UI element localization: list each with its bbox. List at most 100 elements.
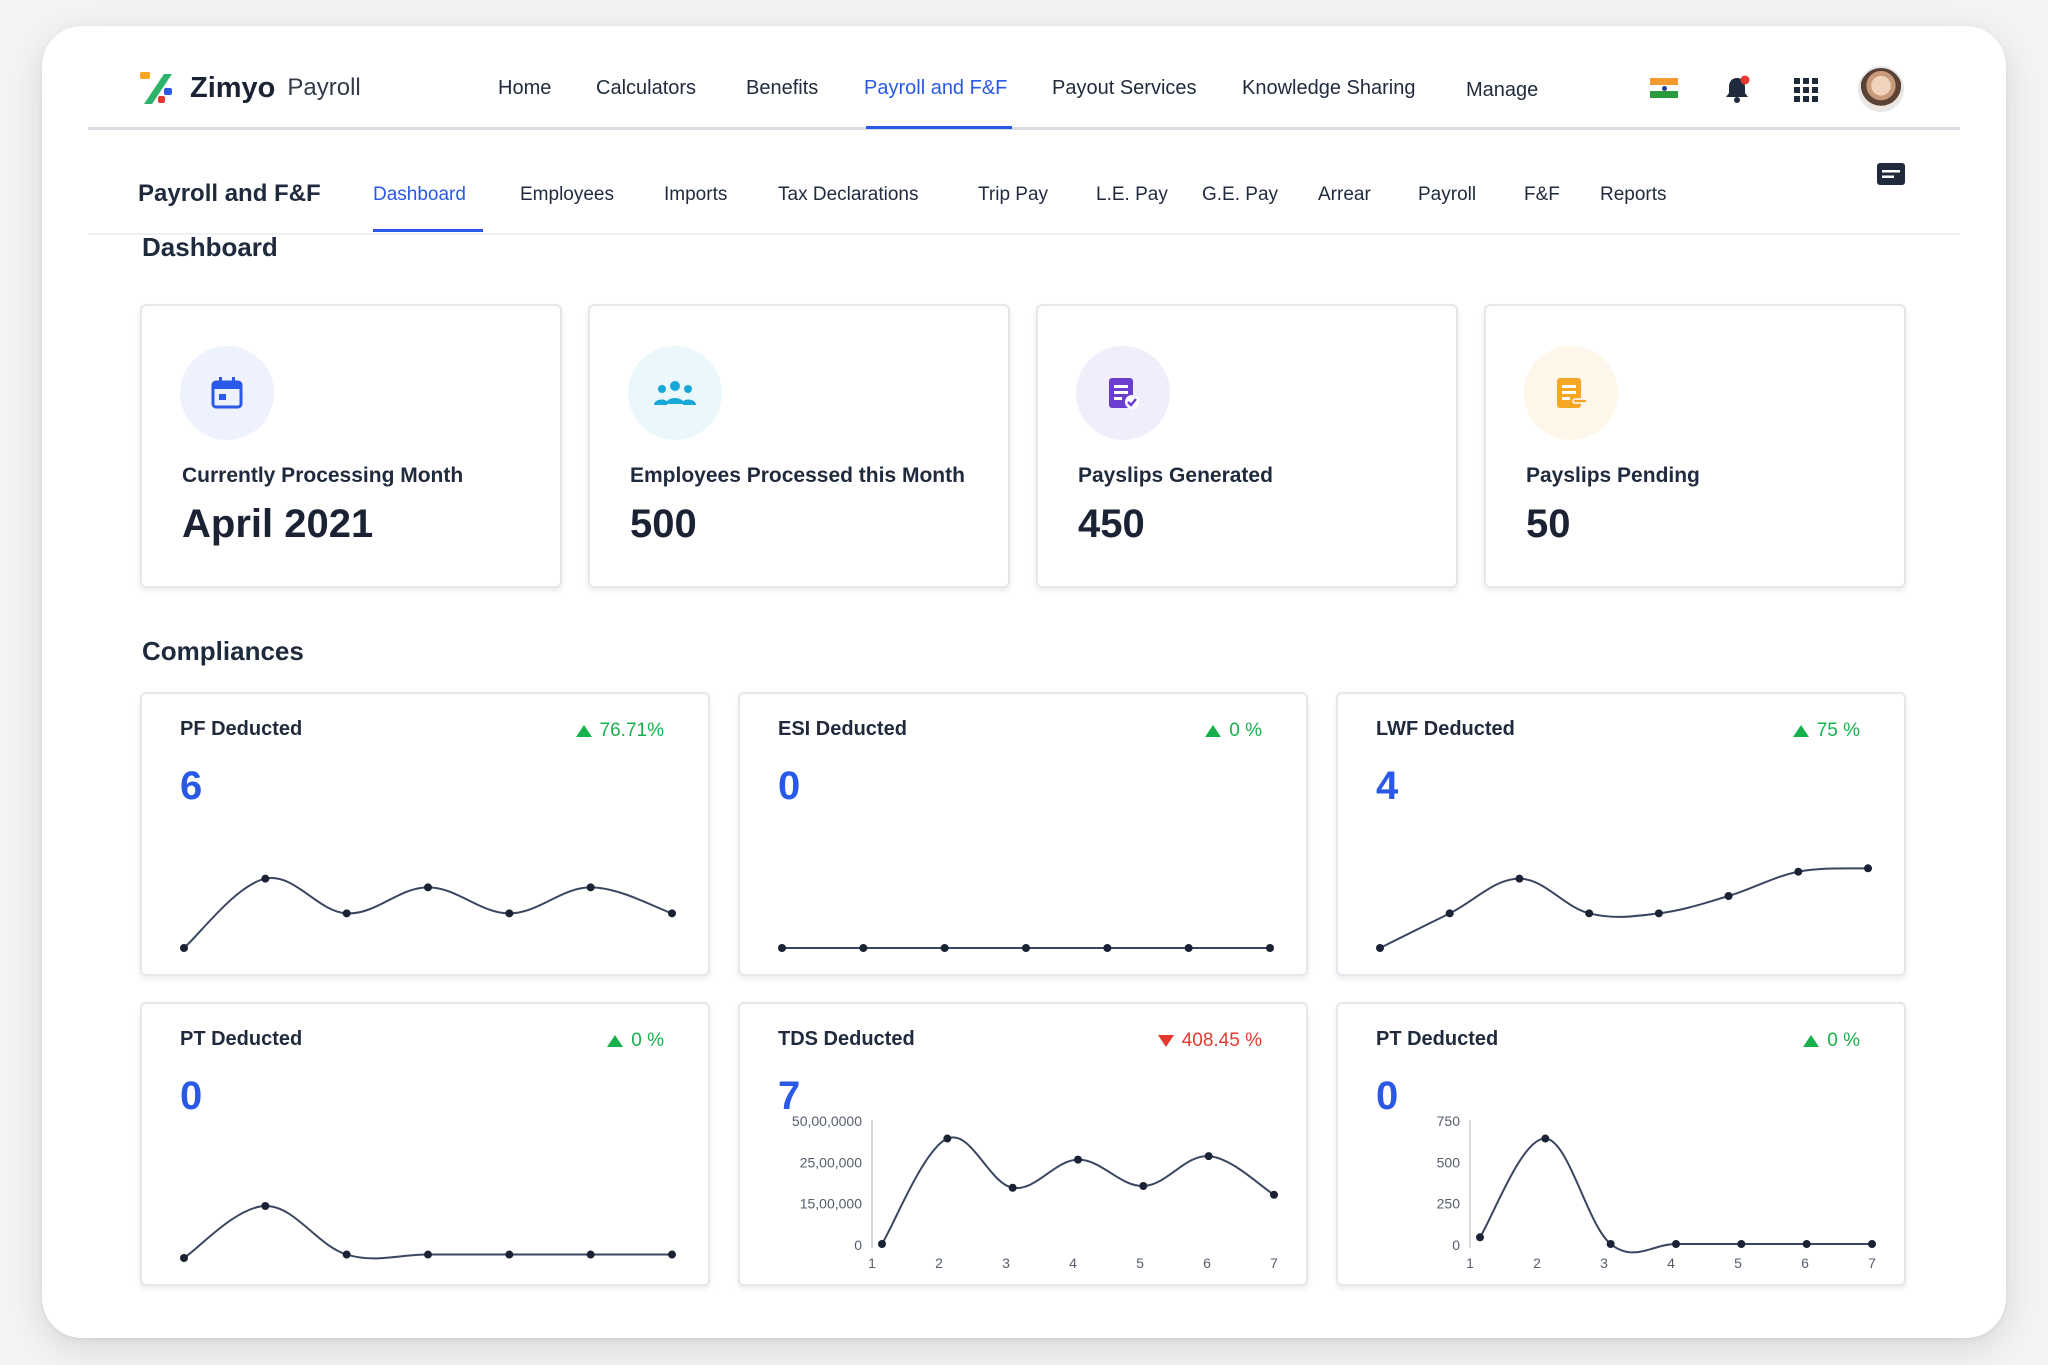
data-point xyxy=(505,1250,514,1259)
logo[interactable]: Zimyo Payroll xyxy=(138,66,361,110)
stat-value: 50 xyxy=(1526,502,1571,546)
tab-trip-pay[interactable]: Trip Pay xyxy=(978,184,1049,205)
sparkline-chart xyxy=(1376,864,1872,952)
series-line xyxy=(1379,867,1869,949)
compliance-value: 4 xyxy=(1376,764,1399,808)
data-point xyxy=(1476,1233,1484,1242)
sparkline-chart xyxy=(180,874,676,952)
x-tick-label: 7 xyxy=(1868,1255,1876,1271)
stat-card[interactable]: Payslips Generated 450 xyxy=(1036,304,1458,588)
nav-item-calculators[interactable]: Calculators xyxy=(596,77,697,99)
data-point xyxy=(1445,909,1454,918)
triangle-up-icon xyxy=(1792,725,1809,737)
stat-card[interactable]: Payslips Pending 50 xyxy=(1484,304,1906,588)
compliance-card[interactable]: PF Deducted 76.71% 6 xyxy=(140,692,710,976)
x-tick-label: 2 xyxy=(935,1255,943,1271)
tab-dashboard[interactable]: Dashboard xyxy=(373,184,466,205)
data-point xyxy=(1541,1134,1550,1143)
data-point xyxy=(1794,867,1803,876)
india-flag-icon[interactable] xyxy=(1650,78,1678,99)
sparkline-chart xyxy=(180,1202,676,1262)
nav-item-payroll-and-f-f[interactable]: Payroll and F&F xyxy=(864,77,1008,99)
nav-item-benefits[interactable]: Benefits xyxy=(746,77,819,99)
sparkline-chart: 750 500 250 01 2 3 4 5 6 7 xyxy=(1437,1113,1876,1271)
page-title: Dashboard xyxy=(142,232,278,262)
secondary-navigation xyxy=(88,130,1960,235)
data-point xyxy=(1376,944,1384,952)
x-tick-label: 3 xyxy=(1600,1255,1608,1271)
series-line xyxy=(1479,1137,1872,1254)
y-tick-label: 250 xyxy=(1437,1196,1461,1212)
data-point xyxy=(943,1134,952,1143)
triangle-up-icon xyxy=(575,725,592,737)
y-tick-label: 0 xyxy=(1452,1237,1460,1253)
stat-label: Payslips Generated xyxy=(1078,464,1273,487)
compliance-title: PT Deducted xyxy=(180,1028,303,1050)
stat-value: 500 xyxy=(630,502,697,546)
stat-card[interactable]: Currently Processing Month April 2021 xyxy=(140,304,562,588)
apps-grid-icon[interactable] xyxy=(1794,78,1818,102)
compliance-title: LWF Deducted xyxy=(1376,718,1515,740)
data-point xyxy=(505,909,514,918)
nav-item-payout-services[interactable]: Payout Services xyxy=(1052,77,1197,99)
tab-l-e-pay[interactable]: L.E. Pay xyxy=(1096,184,1168,205)
tab-payroll[interactable]: Payroll xyxy=(1418,184,1477,205)
y-tick-label: 25,00,000 xyxy=(800,1154,862,1170)
stat-label: Payslips Pending xyxy=(1526,464,1700,487)
compliance-card[interactable]: ESI Deducted 0 % 0 xyxy=(738,692,1308,976)
data-point xyxy=(1672,1240,1680,1248)
sparkline-chart xyxy=(778,944,1274,952)
change-badge: 0 % xyxy=(607,1030,664,1052)
data-point xyxy=(424,1250,432,1259)
nav-item-knowledge-sharing[interactable]: Knowledge Sharing xyxy=(1242,77,1416,99)
tab-f-f[interactable]: F&F xyxy=(1524,184,1560,205)
data-point xyxy=(1184,944,1193,952)
tab-g-e-pay[interactable]: G.E. Pay xyxy=(1202,184,1279,205)
tab-tax-declarations[interactable]: Tax Declarations xyxy=(778,184,919,205)
tab-reports[interactable]: Reports xyxy=(1600,184,1667,205)
compliance-card[interactable]: LWF Deducted 75 % 4 xyxy=(1336,692,1906,976)
data-point xyxy=(940,944,949,952)
x-tick-label: 5 xyxy=(1734,1255,1742,1271)
data-point xyxy=(1103,944,1112,952)
payslip-pending-icon xyxy=(1524,346,1618,440)
compliances-title: Compliances xyxy=(142,636,304,666)
change-badge: 0 % xyxy=(1803,1030,1860,1052)
y-tick-label: 500 xyxy=(1437,1154,1461,1170)
tab-imports[interactable]: Imports xyxy=(664,184,728,205)
calendar-icon xyxy=(180,346,274,440)
tab-employees[interactable]: Employees xyxy=(520,184,614,205)
x-tick-label: 7 xyxy=(1270,1255,1278,1271)
brand-name: Zimyo xyxy=(190,71,276,104)
data-point xyxy=(1606,1240,1615,1248)
compliance-value: 6 xyxy=(180,764,203,808)
data-point xyxy=(1864,864,1872,873)
nav-item-manage[interactable]: Manage xyxy=(1466,79,1539,101)
y-tick-label: 750 xyxy=(1437,1113,1461,1129)
menu-icon[interactable] xyxy=(1877,163,1905,185)
change-value: 76.71% xyxy=(599,720,664,741)
compliance-card[interactable]: PT Deducted 0 % 0 xyxy=(140,1002,710,1286)
y-tick-label: 50,00,0000 xyxy=(792,1113,862,1129)
stat-value: 450 xyxy=(1078,502,1145,546)
x-tick-label: 4 xyxy=(1069,1255,1077,1271)
data-point xyxy=(342,1250,351,1259)
data-point xyxy=(1008,1183,1017,1192)
bell-icon[interactable] xyxy=(1722,74,1752,104)
compliance-title: PF Deducted xyxy=(180,718,303,740)
tab-arrear[interactable]: Arrear xyxy=(1318,184,1371,205)
nav-item-home[interactable]: Home xyxy=(498,77,552,99)
data-point xyxy=(1139,1182,1148,1190)
product-name: Payroll xyxy=(287,74,361,101)
compliance-card[interactable]: TDS Deducted 408.45 % 7 50,00,0000 25,00,0… xyxy=(738,1002,1308,1286)
stat-card[interactable]: Employees Processed this Month 500 xyxy=(588,304,1010,588)
compliance-value: 7 xyxy=(778,1074,801,1118)
compliance-card[interactable]: PT Deducted 0 % 0 750 500 250 0 1 2 3 4 5 6 7 xyxy=(1336,1002,1906,1286)
zimyo-logo-icon xyxy=(140,72,172,104)
data-point xyxy=(424,883,432,892)
users-icon xyxy=(628,346,722,440)
x-tick-label: 1 xyxy=(1466,1255,1474,1271)
top-navigation xyxy=(88,26,1960,130)
user-avatar[interactable] xyxy=(1858,66,1904,112)
data-point xyxy=(180,944,188,952)
